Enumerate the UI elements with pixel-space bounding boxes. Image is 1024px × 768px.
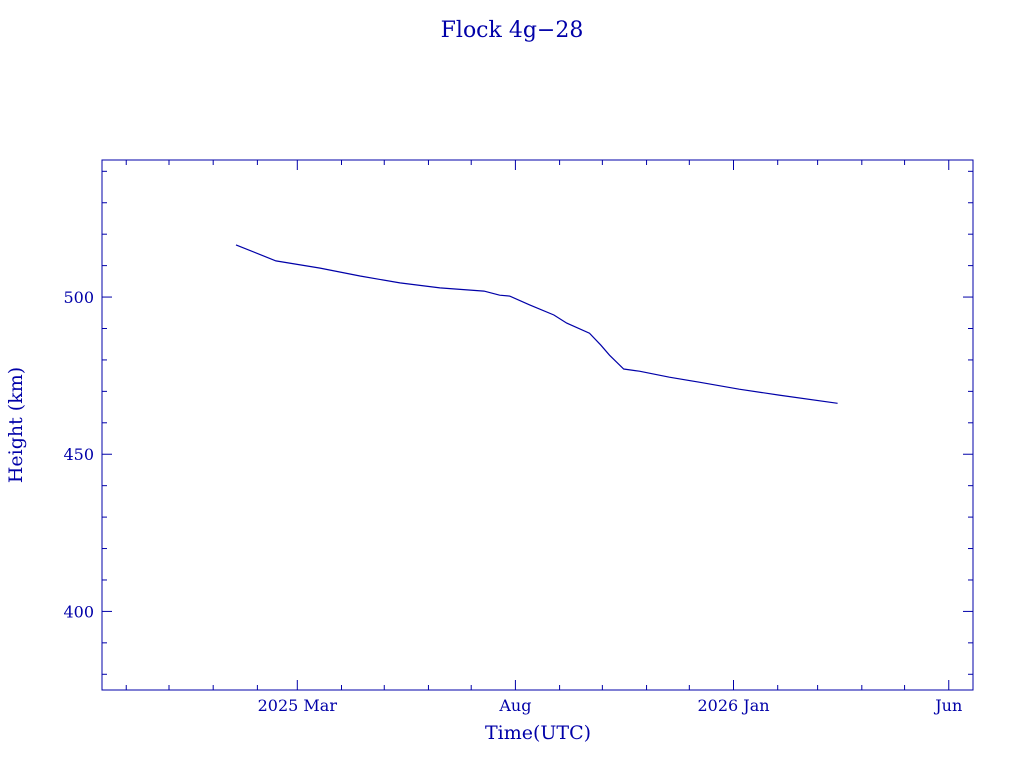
- x-tick-label: 2026 Jan: [697, 696, 769, 715]
- x-tick-label: Aug: [498, 696, 531, 715]
- y-tick-label: 450: [63, 445, 94, 464]
- x-axis-label: Time(UTC): [485, 722, 591, 744]
- x-tick-label: 2025 Mar: [258, 696, 338, 715]
- ticks: [102, 160, 973, 690]
- y-axis-label: Height (km): [5, 367, 27, 483]
- x-tick-label: Jun: [933, 696, 962, 715]
- tick-labels: 2025 Mar Aug 2026 Jan Jun 400 450 500: [63, 288, 962, 715]
- y-tick-label: 500: [63, 288, 94, 307]
- plot-frame: [101, 159, 974, 691]
- y-tick-label: 400: [63, 602, 94, 621]
- chart-title: Flock 4g−28: [441, 18, 584, 43]
- series-line-height: [235, 244, 838, 404]
